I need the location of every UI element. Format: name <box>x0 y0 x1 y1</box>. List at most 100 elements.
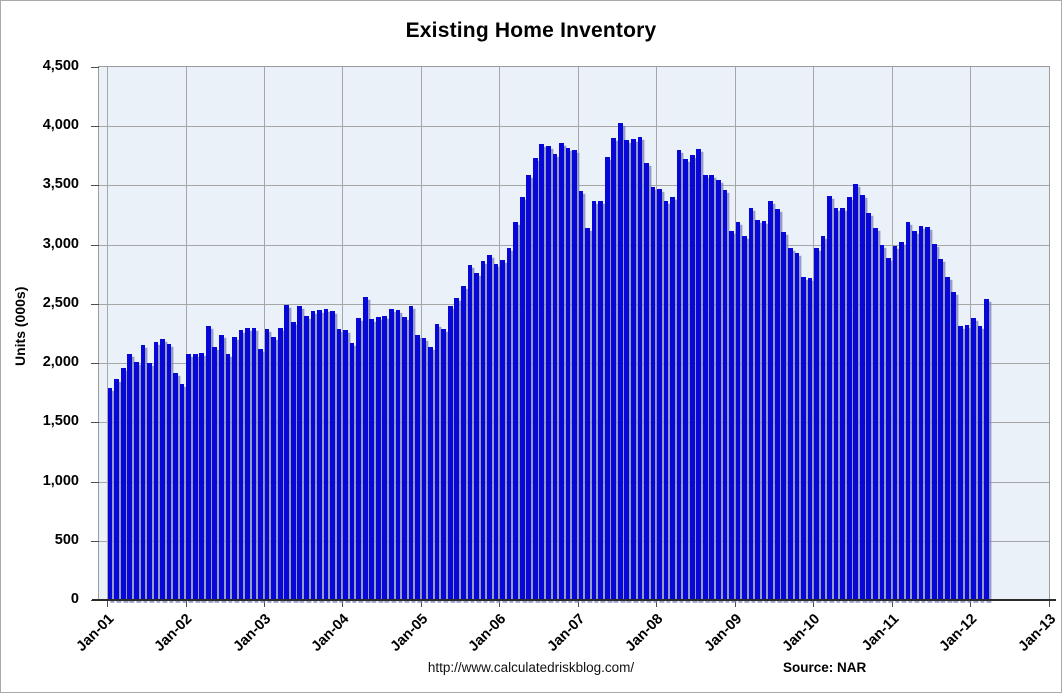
bar <box>251 327 257 600</box>
chart-title: Existing Home Inventory <box>405 19 657 42</box>
bar <box>199 352 205 600</box>
bar <box>526 174 532 600</box>
bar <box>114 378 120 600</box>
bar <box>493 263 499 600</box>
bar <box>787 248 793 600</box>
x-tick-mark <box>734 601 736 607</box>
y-tick-label: 1,000 <box>42 473 79 489</box>
y-tick-label: 2,500 <box>42 295 79 311</box>
x-gridline <box>891 67 893 600</box>
bar <box>617 122 623 600</box>
bar <box>245 327 250 600</box>
bar <box>506 248 512 600</box>
bar <box>892 245 898 600</box>
x-gridline <box>420 67 422 600</box>
bar <box>441 328 447 600</box>
bar <box>474 273 479 600</box>
bar <box>402 316 407 600</box>
bar <box>781 231 787 600</box>
y-tick-mark <box>91 363 99 364</box>
bar <box>683 159 688 600</box>
bar <box>735 222 741 600</box>
bar <box>539 144 545 600</box>
bar <box>670 197 675 600</box>
bar <box>454 298 460 600</box>
x-gridline <box>813 67 815 600</box>
bar <box>820 236 826 600</box>
bar <box>931 243 937 600</box>
bar <box>271 337 276 600</box>
bar <box>513 222 518 600</box>
bar <box>192 353 198 600</box>
bar <box>480 261 486 600</box>
bar <box>264 328 270 600</box>
bar <box>147 363 152 600</box>
x-gridline <box>342 67 344 600</box>
bar <box>879 244 885 600</box>
x-tick-mark <box>891 601 893 607</box>
bar <box>415 334 420 600</box>
bar <box>598 200 603 600</box>
x-tick-mark <box>577 601 579 607</box>
bar <box>951 292 957 600</box>
bar <box>160 339 165 600</box>
bar <box>794 253 800 600</box>
bar <box>801 276 806 600</box>
bar <box>657 189 662 600</box>
bar <box>944 276 950 600</box>
x-tick-mark <box>342 601 344 607</box>
bar <box>925 226 930 600</box>
bar <box>709 174 715 600</box>
x-gridline <box>656 67 658 600</box>
bar <box>899 242 904 600</box>
bar <box>487 255 492 600</box>
bar <box>532 158 538 600</box>
bar <box>336 328 342 600</box>
x-gridline <box>734 67 736 600</box>
y-tick-mark <box>91 245 99 246</box>
x-tick-mark <box>1048 601 1050 607</box>
bar <box>624 140 630 600</box>
bar <box>559 142 564 600</box>
y-tick-label: 500 <box>54 532 79 548</box>
bar <box>984 299 989 600</box>
bar <box>846 197 852 600</box>
bar <box>140 345 146 600</box>
bar <box>310 311 316 600</box>
bar <box>729 230 734 600</box>
bar <box>604 157 610 600</box>
bar <box>304 315 309 600</box>
y-tick-label: 3,000 <box>42 236 79 252</box>
bar <box>133 361 139 600</box>
bar <box>447 306 453 600</box>
bar <box>369 319 375 600</box>
bar <box>631 139 636 600</box>
bar <box>460 286 466 600</box>
bar <box>964 325 970 600</box>
bar <box>284 305 290 600</box>
y-tick-label: 2,000 <box>42 354 79 370</box>
x-gridline <box>107 67 108 600</box>
x-gridline <box>185 67 187 600</box>
x-tick-mark <box>656 601 658 607</box>
bar <box>232 337 237 600</box>
bar <box>153 341 159 600</box>
x-tick-mark <box>420 601 422 607</box>
bar <box>127 353 133 600</box>
bar <box>349 343 355 600</box>
bar <box>519 197 525 600</box>
bar <box>886 257 891 600</box>
bar <box>179 384 185 600</box>
y-tick-label: 4,500 <box>42 58 79 74</box>
bar <box>552 153 558 600</box>
y-tick-label: 4,000 <box>42 117 79 133</box>
bar <box>905 222 911 600</box>
bar <box>676 149 682 600</box>
bar <box>277 327 283 600</box>
y-tick-mark <box>91 541 99 542</box>
bar <box>663 200 669 600</box>
bar <box>107 388 113 600</box>
x-tick-mark <box>813 601 815 607</box>
bar <box>755 219 760 600</box>
bar <box>971 318 976 600</box>
